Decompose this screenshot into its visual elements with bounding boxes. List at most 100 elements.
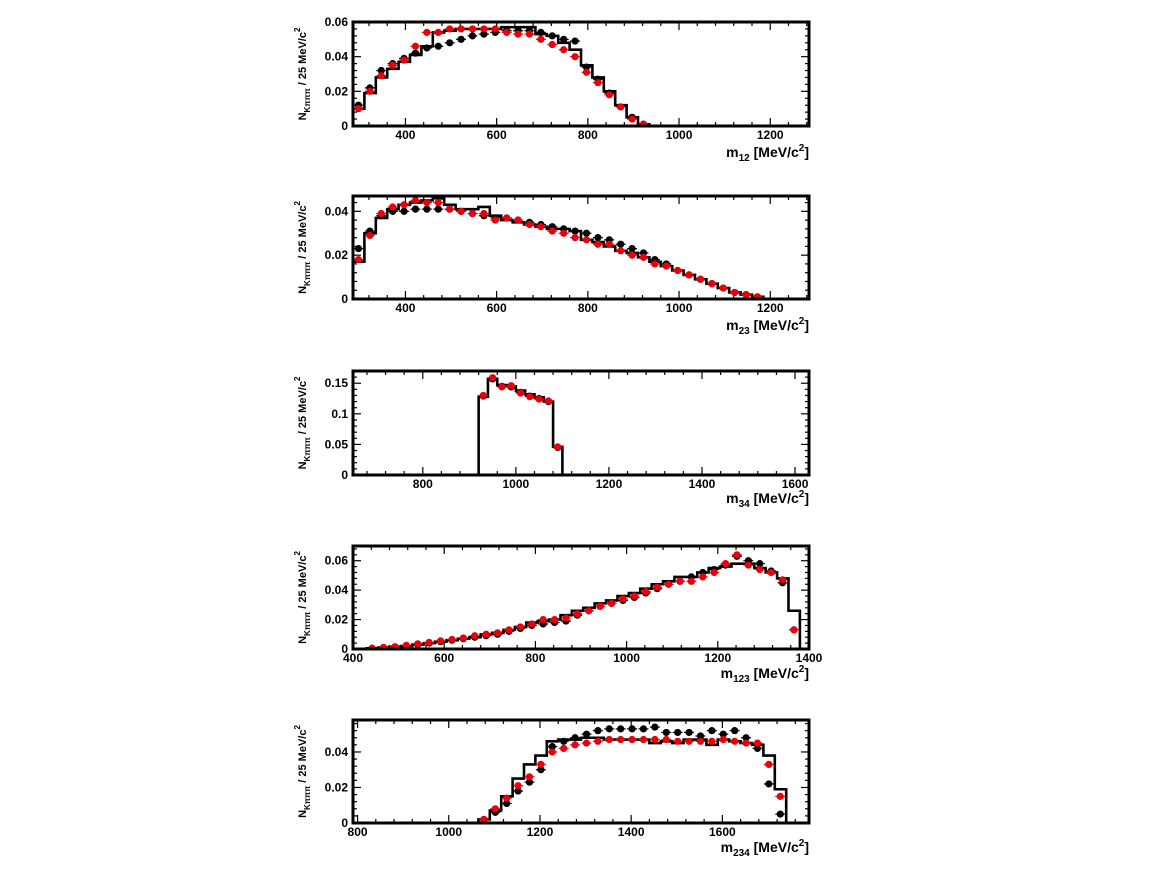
panel-m34: 800 1000 1200 1400 1600 0 0.05 0.1 0.15 m34​ [MeV…	[293, 369, 811, 510]
data-point	[562, 614, 570, 622]
y-ticks	[353, 21, 809, 127]
data-point	[617, 103, 625, 111]
x-ticks	[368, 196, 808, 299]
y-axis-title-group: NKπππ​ / 25 MeV/c2​	[293, 376, 312, 469]
plot-frame	[351, 369, 811, 477]
data-point	[585, 607, 593, 615]
data-point	[617, 240, 625, 248]
data-point	[639, 253, 648, 261]
plot-area	[477, 374, 572, 475]
y-tick-labels: 0 0.02 0.04	[325, 745, 349, 830]
data-point	[687, 577, 695, 585]
plot-frame	[351, 20, 811, 128]
y-axis-title: NKπππ​ / 25 MeV/c2​	[293, 376, 312, 469]
data-point	[776, 792, 784, 800]
plot-area	[477, 723, 788, 823]
data-point	[617, 725, 625, 733]
data-point	[448, 635, 456, 644]
data-point	[548, 743, 556, 751]
data-point	[560, 744, 568, 753]
x-tick-label: 1000	[435, 825, 462, 839]
mc-histogram	[353, 25, 661, 126]
data-point	[554, 443, 562, 451]
data-point	[389, 203, 397, 211]
data-point	[605, 240, 613, 248]
data-point	[607, 599, 616, 607]
x-tick-label: 1200	[757, 128, 784, 142]
plot-area	[365, 551, 802, 649]
x-axis-title: m123​ [MeV/c2​]	[721, 664, 809, 685]
data-point	[560, 737, 568, 745]
y-ticks	[353, 201, 809, 300]
y-axis-title-group: NKπππ​ / 25 MeV/c2​	[293, 725, 312, 818]
mc-histogram	[353, 196, 775, 299]
series-red-points	[478, 735, 786, 823]
data-point	[411, 49, 420, 57]
x-tick-label: 800	[348, 825, 368, 839]
y-axis-title: NKπππ​ / 25 MeV/c2​	[293, 725, 312, 818]
data-point	[537, 766, 545, 774]
data-point	[744, 561, 752, 569]
x-ticks	[366, 371, 796, 475]
data-point	[571, 227, 579, 235]
data-point	[402, 641, 410, 649]
data-point	[628, 244, 636, 253]
series-red-points	[353, 196, 763, 299]
data-point	[731, 727, 739, 735]
data-point	[628, 725, 636, 733]
data-point	[400, 201, 408, 209]
data-point	[479, 391, 487, 400]
data-point	[662, 735, 670, 744]
data-point	[525, 773, 534, 781]
x-tick-label: 1600	[782, 477, 809, 491]
data-point	[685, 728, 693, 737]
data-point	[765, 760, 773, 768]
data-point	[594, 240, 602, 248]
data-point	[733, 551, 741, 559]
x-ticks	[352, 546, 810, 649]
x-tick-labels: 400 600 800 1000 1200	[395, 128, 783, 142]
x-tick-label: 1000	[666, 128, 693, 142]
data-point	[685, 737, 693, 745]
data-point	[719, 730, 727, 738]
data-point	[446, 25, 454, 33]
data-point	[548, 32, 556, 40]
data-point	[651, 735, 659, 744]
panel-m12: 400 600 800 1000 1200 0 0.02 0.04 0.06 m12​ [MeV/…	[293, 15, 811, 164]
x-tick-labels: 800 1000 1200 1400 1600	[348, 825, 736, 839]
y-tick-label: 0.04	[325, 745, 349, 759]
data-point	[571, 53, 579, 61]
series-red-points	[367, 551, 799, 649]
data-point	[503, 214, 511, 222]
x-tick-label: 800	[578, 301, 598, 315]
x-tick-label: 600	[434, 651, 454, 665]
x-tick-label: 800	[413, 477, 433, 491]
data-point	[753, 739, 762, 747]
plot-frame	[351, 544, 811, 651]
data-point	[753, 744, 762, 753]
data-point	[719, 284, 727, 292]
data-point	[539, 615, 547, 624]
data-point	[459, 634, 467, 642]
data-point	[594, 79, 602, 87]
y-axis-title-group: NKπππ​ / 25 MeV/c2​	[293, 201, 312, 294]
x-tick-label: 1200	[596, 477, 623, 491]
data-point	[491, 25, 499, 33]
data-point	[446, 39, 454, 47]
data-point	[731, 288, 739, 297]
mc-histogram	[365, 562, 802, 649]
x-tick-label: 600	[487, 128, 507, 142]
data-point	[468, 209, 477, 218]
data-point	[756, 560, 764, 568]
data-point	[765, 780, 773, 788]
data-point	[411, 196, 420, 204]
plot-frame	[351, 718, 811, 825]
data-point	[414, 640, 422, 648]
data-point	[778, 576, 787, 584]
data-point	[377, 209, 385, 218]
data-point	[354, 105, 363, 113]
y-tick-label: 0	[341, 119, 348, 133]
data-point	[685, 271, 693, 279]
x-tick-label: 1000	[666, 301, 693, 315]
data-point	[377, 72, 385, 80]
